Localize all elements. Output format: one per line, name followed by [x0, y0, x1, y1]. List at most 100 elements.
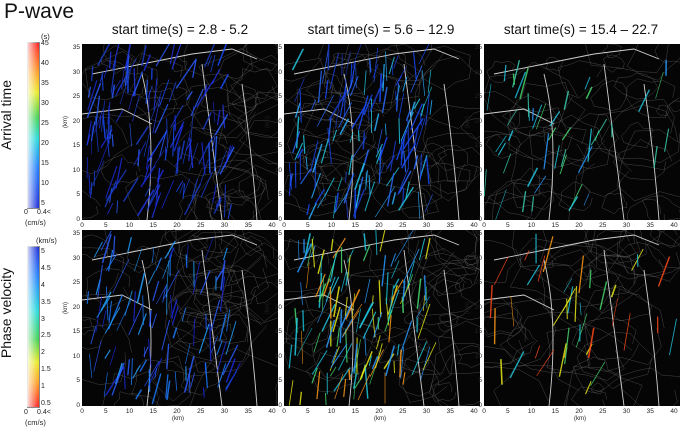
contour-line [621, 122, 654, 149]
arrival-tick-label: 45 [41, 40, 49, 47]
wave-streak [212, 101, 216, 123]
contour-line [356, 119, 372, 132]
wave-streak [201, 142, 206, 175]
contour-line [626, 44, 680, 81]
contour-line [425, 230, 480, 276]
boundary-line [403, 63, 425, 220]
wave-streak [309, 140, 319, 173]
wave-streak [363, 70, 367, 96]
wave-streak [384, 310, 393, 332]
wave-streak [420, 103, 425, 117]
y-axis-unit: (km) [265, 302, 271, 314]
wave-streak [154, 103, 169, 134]
y-tick-label: 10 [72, 166, 80, 174]
wave-streak [101, 100, 105, 132]
wave-streak [669, 318, 677, 356]
wave-streak [224, 145, 231, 168]
contour-line [194, 165, 273, 220]
wave-streak [362, 244, 371, 262]
wave-streak [393, 55, 399, 69]
boundary-line [241, 269, 258, 406]
wave-streak [183, 356, 195, 393]
y-tick-label: 35 [274, 230, 282, 237]
velocity-colorbar-fade [27, 246, 39, 407]
y-tick-label: 5 [76, 377, 80, 385]
wave-streak [391, 260, 400, 279]
wave-streak [121, 69, 125, 90]
wave-streak [172, 327, 178, 339]
y-tick-label: 15 [474, 328, 482, 336]
wave-streak [339, 118, 350, 135]
wave-streak [399, 320, 413, 354]
y-tick-label: 20 [274, 117, 282, 125]
wave-streak [317, 189, 329, 209]
contour-line [164, 288, 267, 363]
y-tick-label: 35 [474, 230, 482, 237]
x-tick-label: 30 [422, 408, 431, 415]
wave-streak [105, 286, 109, 321]
wave-streak [334, 192, 339, 213]
wave-streak [303, 135, 306, 154]
contour-line [585, 44, 671, 73]
contour-line [302, 133, 384, 200]
wave-streak [166, 118, 169, 149]
column-title-1: start time(s) = 2.8 - 5.2 [111, 22, 249, 37]
x-tick-label: 25 [197, 408, 205, 415]
y-tick-label: 0 [478, 402, 482, 409]
map-panel-2 [284, 44, 480, 220]
x-tick-label: 25 [399, 222, 407, 229]
y-tick-label: 5 [478, 377, 482, 385]
wave-streak [129, 123, 132, 147]
wave-streak [368, 59, 372, 73]
wave-streak [335, 93, 342, 129]
wave-streak [391, 192, 397, 205]
wave-streak [484, 169, 487, 197]
contour-line [183, 44, 253, 80]
contour-line [82, 234, 110, 259]
y-tick-label: 30 [474, 68, 482, 76]
wave-streak [414, 117, 426, 152]
wave-streak [610, 284, 617, 298]
contour-line [439, 313, 459, 328]
y-tick-label: 35 [72, 230, 80, 237]
wave-streak [559, 154, 568, 175]
wave-streak [542, 236, 554, 273]
contour-line [411, 248, 480, 316]
y-tick-label: 35 [72, 44, 80, 51]
x-tick-label: 25 [599, 222, 607, 229]
y-axis-unit: (km) [465, 116, 471, 128]
wave-streak [410, 103, 423, 130]
boundary-line [293, 234, 460, 261]
wave-streak [333, 286, 341, 318]
wave-streak [416, 278, 422, 309]
y-tick-label: 15 [474, 142, 482, 150]
velocity-tick-label: 2.5 [41, 332, 51, 340]
wave-streak [400, 283, 411, 304]
contour-line [284, 240, 334, 292]
x-tick-label: 10 [125, 408, 134, 415]
y-tick-label: 5 [76, 191, 80, 199]
wave-streak [345, 199, 349, 219]
wave-streak [103, 372, 108, 398]
wave-streak [400, 346, 405, 379]
x-tick-label: 40 [268, 222, 276, 229]
y-tick-label: 10 [474, 352, 482, 360]
wave-streak [87, 86, 92, 98]
velocity-tick-label: 4 [41, 281, 45, 289]
wave-streak [506, 109, 518, 126]
y-tick-label: 35 [274, 44, 282, 51]
contour-line [169, 290, 232, 341]
wave-streak [152, 280, 160, 301]
contour-line [421, 253, 469, 295]
wave-streak [497, 142, 506, 156]
wave-streak [425, 237, 431, 260]
boundary-line [484, 294, 555, 311]
wave-streak [288, 344, 293, 369]
contour-line [131, 356, 191, 406]
contour-line [406, 230, 478, 269]
wave-streak [422, 342, 437, 371]
y-tick-label: 30 [72, 254, 80, 262]
wave-streak [116, 297, 133, 331]
contour-line [591, 382, 605, 395]
contour-line [435, 230, 480, 271]
